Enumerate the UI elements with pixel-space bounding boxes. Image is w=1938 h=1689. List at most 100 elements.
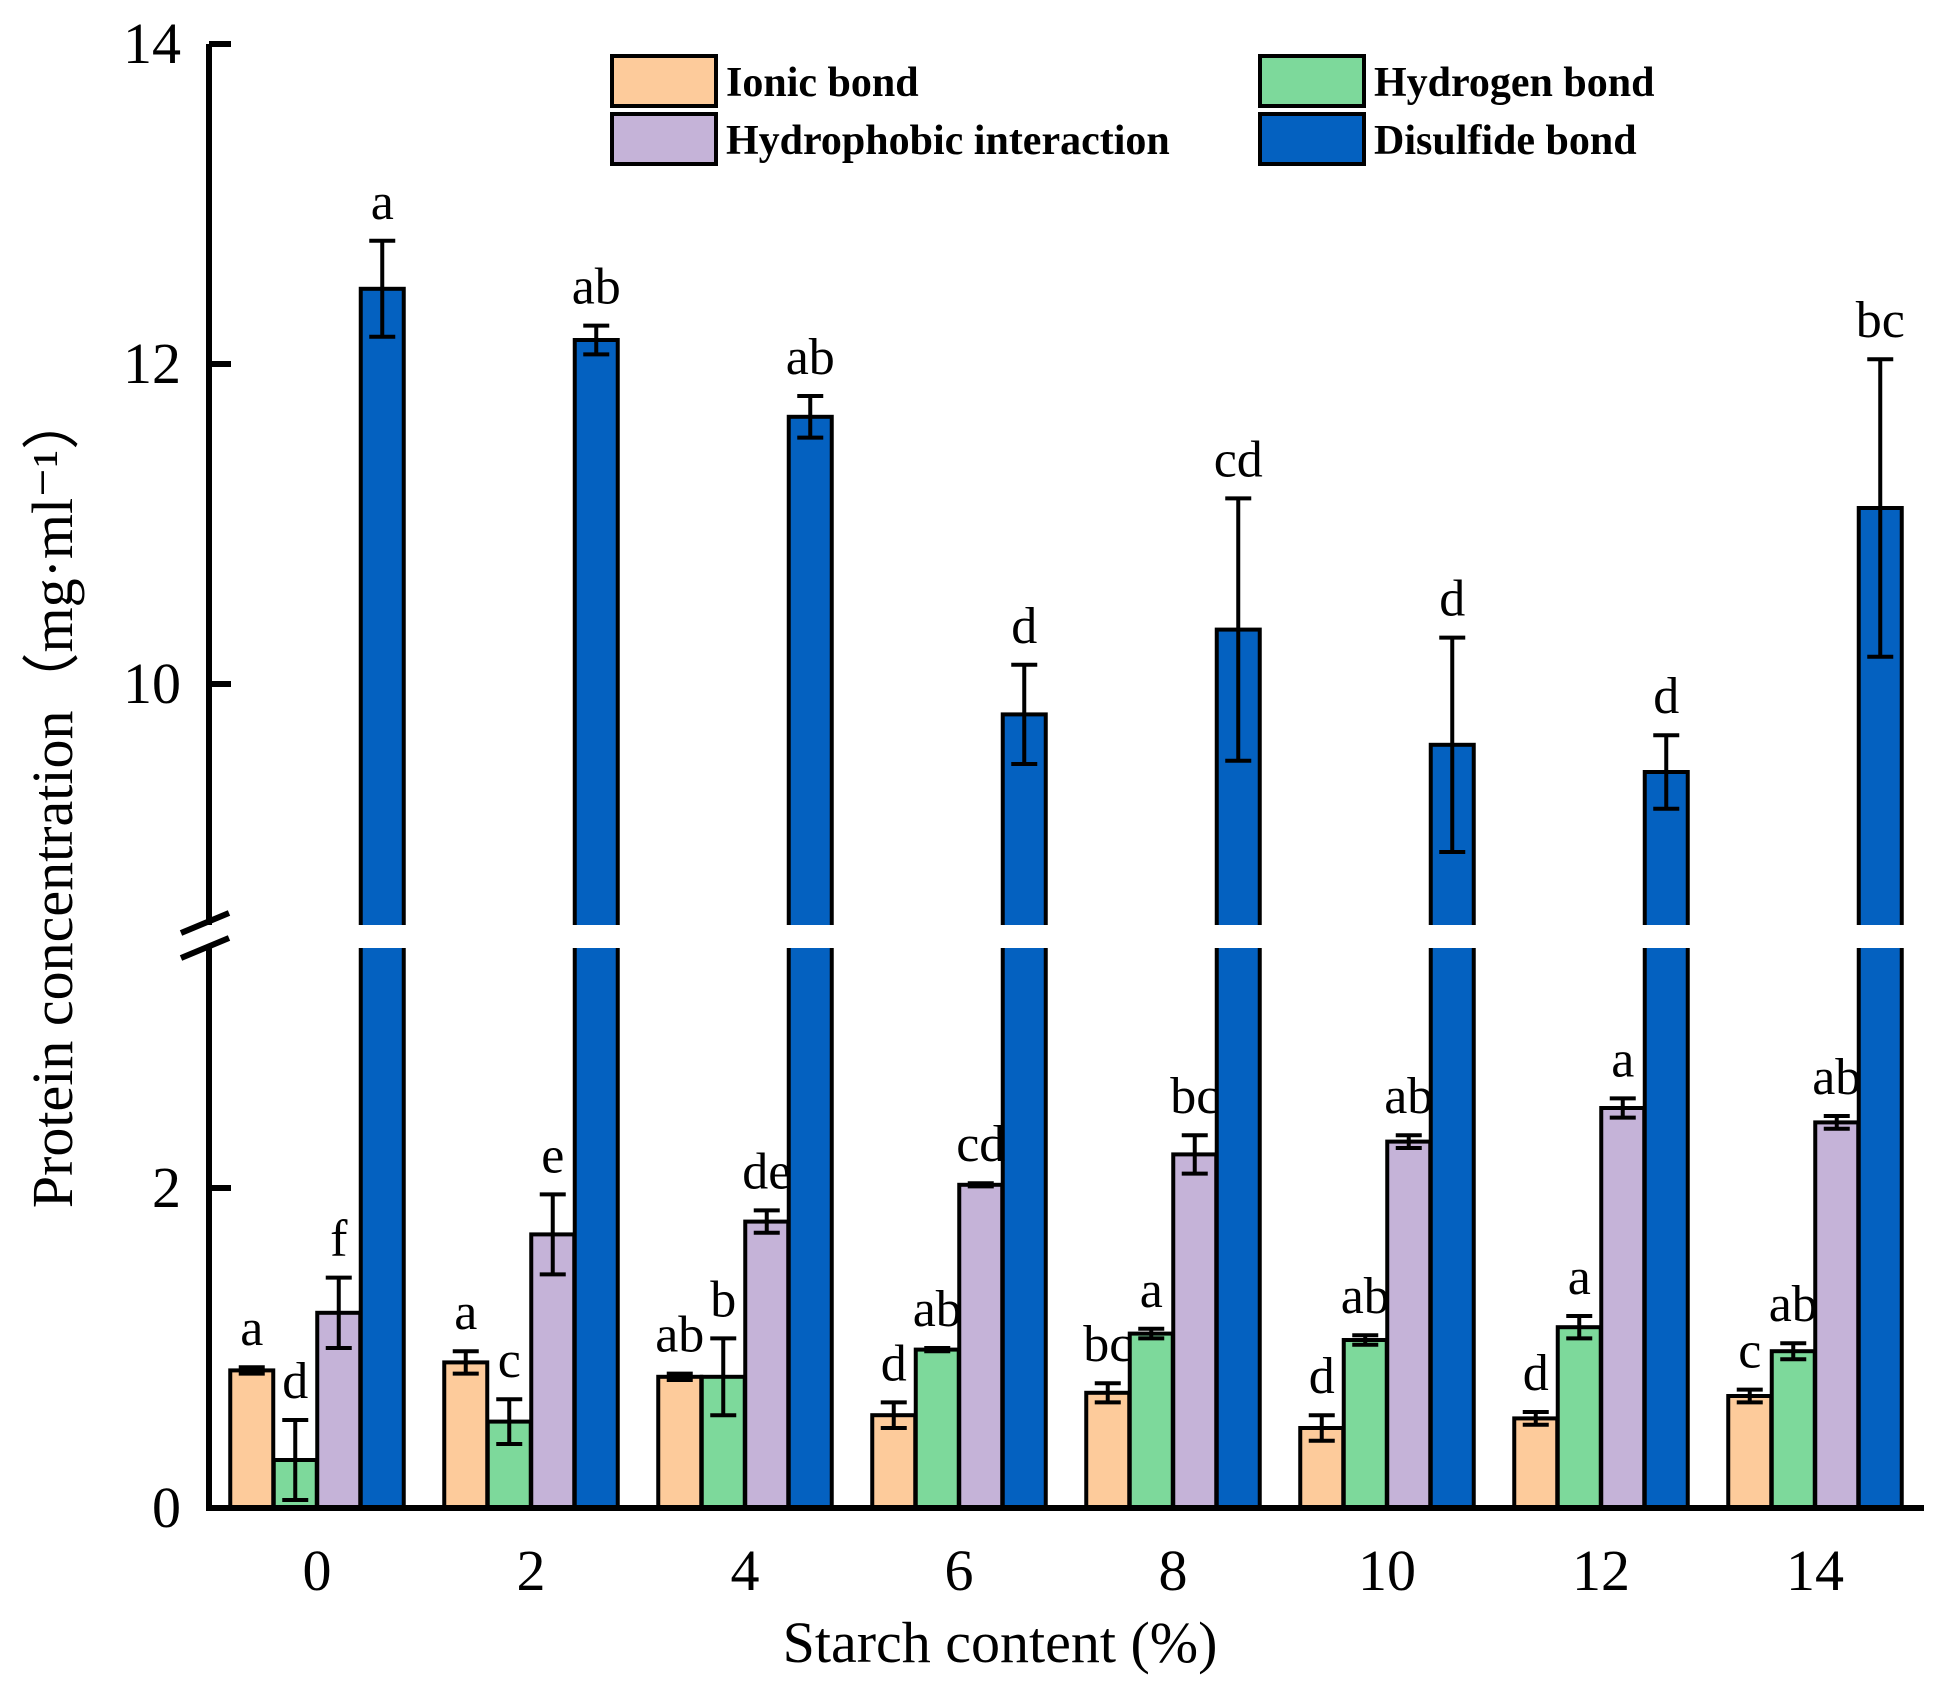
significance-label: ab (1341, 1268, 1390, 1325)
error-bar (369, 238, 396, 339)
significance-label: c (1738, 1323, 1761, 1380)
bar (1642, 770, 1690, 1510)
bar (743, 1219, 791, 1510)
axis-break-mark (179, 910, 231, 936)
bar (1555, 1325, 1603, 1510)
axis-break-gap (207, 925, 1926, 948)
error-bar (797, 394, 824, 440)
x-tick-label: 12 (1572, 1538, 1630, 1603)
significance-label: ab (913, 1281, 962, 1338)
significance-label: ab (1812, 1049, 1861, 1106)
x-axis-title: Starch content (%) (783, 1610, 1218, 1675)
significance-label: c (498, 1332, 521, 1389)
error-bars-layer (238, 238, 1894, 1502)
legend-item: Disulfide bond (1258, 112, 1637, 166)
bar (1512, 1416, 1560, 1511)
significance-label: a (240, 1300, 263, 1357)
bar (442, 1360, 490, 1511)
bar (1385, 1139, 1433, 1510)
axes-layer: 0 2 4 6 8 10 12 14 0 2 10 12 14 (123, 11, 1926, 1603)
significance-label: d (1439, 571, 1465, 628)
error-bar (325, 1275, 352, 1350)
error-bar (753, 1208, 780, 1235)
significance-label: cd (1214, 431, 1263, 488)
error-bar (1653, 733, 1680, 811)
bar (358, 286, 406, 1510)
significance-label: cd (956, 1116, 1005, 1173)
legend-label: Hydrophobic interaction (726, 118, 1170, 164)
error-bar (1867, 357, 1894, 659)
legend-item: Ionic bond (610, 54, 919, 108)
bar (1171, 1152, 1219, 1511)
error-bar (924, 1346, 951, 1354)
legend-item: Hydrophobic interaction (610, 112, 1170, 166)
x-tick-label: 10 (1358, 1538, 1416, 1603)
y-tick-label: 12 (123, 331, 181, 396)
error-bar (1823, 1114, 1850, 1131)
significance-labels-layer: adfaaceababbdeabdabcddbcabccddababddaadc… (240, 174, 1905, 1410)
significance-label: d (1011, 598, 1037, 655)
significance-label: d (1523, 1345, 1549, 1402)
error-bar (1439, 635, 1466, 854)
bar (228, 1368, 276, 1511)
significance-label: a (1140, 1262, 1163, 1319)
significance-label: e (541, 1127, 564, 1184)
error-bar (1308, 1413, 1335, 1443)
error-bar (710, 1336, 737, 1418)
error-bar (1011, 662, 1038, 766)
legend-label: Ionic bond (726, 60, 919, 106)
bar (786, 414, 834, 1510)
bar (1726, 1394, 1774, 1510)
significance-label: ab (572, 259, 621, 316)
significance-label: d (1309, 1348, 1335, 1405)
legend-label: Disulfide bond (1374, 118, 1637, 164)
error-bar (880, 1400, 907, 1430)
error-bar (1780, 1341, 1807, 1362)
error-bar (967, 1181, 994, 1189)
legend-label: Hydrogen bond (1374, 60, 1655, 106)
error-bar (539, 1192, 566, 1277)
error-bar (238, 1365, 265, 1376)
significance-label: a (1611, 1031, 1634, 1088)
bar (1599, 1106, 1647, 1510)
significance-label: bc (1083, 1316, 1132, 1373)
bar (1000, 712, 1048, 1510)
legend: Ionic bond Hydrogen bond Hydrophobic inter… (610, 54, 1655, 166)
error-bar (1094, 1381, 1121, 1405)
y-tick-label: 14 (123, 11, 181, 76)
significance-label: ab (1769, 1276, 1818, 1333)
y-axis-title: Protein concentration（mg·ml⁻¹） (20, 392, 85, 1208)
bar (957, 1182, 1005, 1511)
bar (656, 1374, 704, 1511)
bar (1769, 1349, 1817, 1510)
y-tick-label: 0 (152, 1475, 181, 1540)
bars-layer (228, 286, 1904, 1511)
error-bar (666, 1371, 693, 1382)
bar (572, 338, 620, 1510)
y-tick-label: 2 (152, 1155, 181, 1220)
error-bar (1609, 1096, 1636, 1120)
bar (1084, 1390, 1132, 1511)
significance-label: bc (1170, 1068, 1219, 1125)
axis-break-mark (179, 935, 231, 961)
significance-label: b (710, 1271, 736, 1328)
legend-swatch (1258, 54, 1366, 108)
x-tick-label: 4 (731, 1538, 760, 1603)
bar (913, 1347, 961, 1510)
bar (1813, 1120, 1861, 1511)
error-bar (1225, 496, 1252, 763)
legend-swatch (610, 54, 718, 108)
y-tick-label: 10 (123, 651, 181, 716)
error-bar (1395, 1133, 1422, 1150)
significance-label: ab (1384, 1068, 1433, 1125)
bar (1341, 1338, 1389, 1510)
x-tick-label: 0 (303, 1538, 332, 1603)
significance-label: ab (786, 329, 835, 386)
error-bar (1138, 1326, 1165, 1341)
significance-label: bc (1856, 292, 1905, 349)
significance-label: d (881, 1335, 907, 1392)
error-bar (496, 1397, 523, 1446)
error-bar (583, 323, 610, 357)
error-bar (1352, 1333, 1379, 1347)
